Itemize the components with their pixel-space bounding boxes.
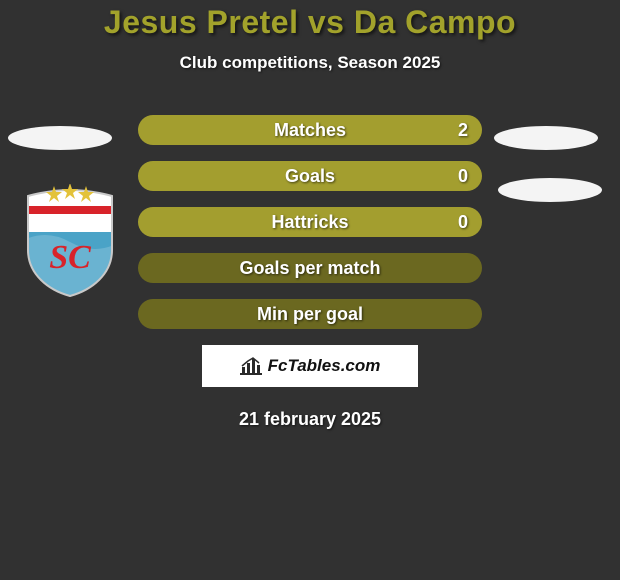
- stat-value-right: 0: [458, 166, 468, 187]
- stat-label: Min per goal: [257, 304, 363, 325]
- stats-container: Matches 2 Goals 0 Hattricks 0 Goals per match M…: [0, 115, 620, 329]
- stat-row: Matches 2: [138, 115, 482, 145]
- page-subtitle: Club competitions, Season 2025: [0, 53, 620, 73]
- stat-value-right: 2: [458, 120, 468, 141]
- stat-row: Hattricks 0: [138, 207, 482, 237]
- page-title: Jesus Pretel vs Da Campo: [0, 0, 620, 41]
- bar-chart-icon: [240, 357, 262, 375]
- attribution-text: FcTables.com: [268, 356, 381, 376]
- attribution-box: FcTables.com: [202, 345, 418, 387]
- stat-label: Goals per match: [239, 258, 380, 279]
- stat-label: Hattricks: [271, 212, 348, 233]
- stat-row: Goals per match: [138, 253, 482, 283]
- stat-label: Matches: [274, 120, 346, 141]
- stat-label: Goals: [285, 166, 335, 187]
- stat-value-right: 0: [458, 212, 468, 233]
- date-label: 21 february 2025: [0, 409, 620, 430]
- stat-row: Min per goal: [138, 299, 482, 329]
- stat-row: Goals 0: [138, 161, 482, 191]
